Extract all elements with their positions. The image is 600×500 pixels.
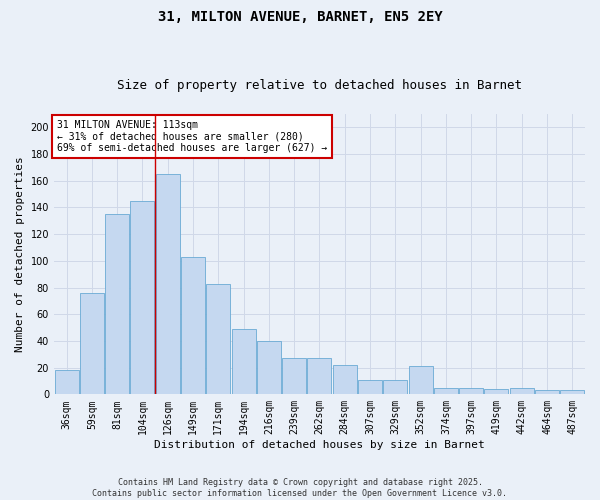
Bar <box>560 390 584 394</box>
Bar <box>80 293 104 394</box>
Bar <box>383 380 407 394</box>
Bar <box>257 341 281 394</box>
Bar <box>510 388 534 394</box>
Text: Contains HM Land Registry data © Crown copyright and database right 2025.
Contai: Contains HM Land Registry data © Crown c… <box>92 478 508 498</box>
Text: 31 MILTON AVENUE: 113sqm
← 31% of detached houses are smaller (280)
69% of semi-: 31 MILTON AVENUE: 113sqm ← 31% of detach… <box>56 120 327 153</box>
Bar <box>459 388 483 394</box>
Bar <box>358 380 382 394</box>
Bar <box>206 284 230 395</box>
Title: Size of property relative to detached houses in Barnet: Size of property relative to detached ho… <box>117 79 522 92</box>
Y-axis label: Number of detached properties: Number of detached properties <box>15 156 25 352</box>
Text: 31, MILTON AVENUE, BARNET, EN5 2EY: 31, MILTON AVENUE, BARNET, EN5 2EY <box>158 10 442 24</box>
Bar <box>55 370 79 394</box>
Bar <box>333 365 357 394</box>
Bar <box>130 201 154 394</box>
Bar <box>105 214 129 394</box>
Bar <box>156 174 180 394</box>
Bar <box>484 389 508 394</box>
Bar <box>434 388 458 394</box>
Bar <box>282 358 306 394</box>
Bar <box>307 358 331 394</box>
Bar <box>409 366 433 394</box>
Bar <box>535 390 559 394</box>
Bar <box>232 329 256 394</box>
Bar <box>181 257 205 394</box>
X-axis label: Distribution of detached houses by size in Barnet: Distribution of detached houses by size … <box>154 440 485 450</box>
